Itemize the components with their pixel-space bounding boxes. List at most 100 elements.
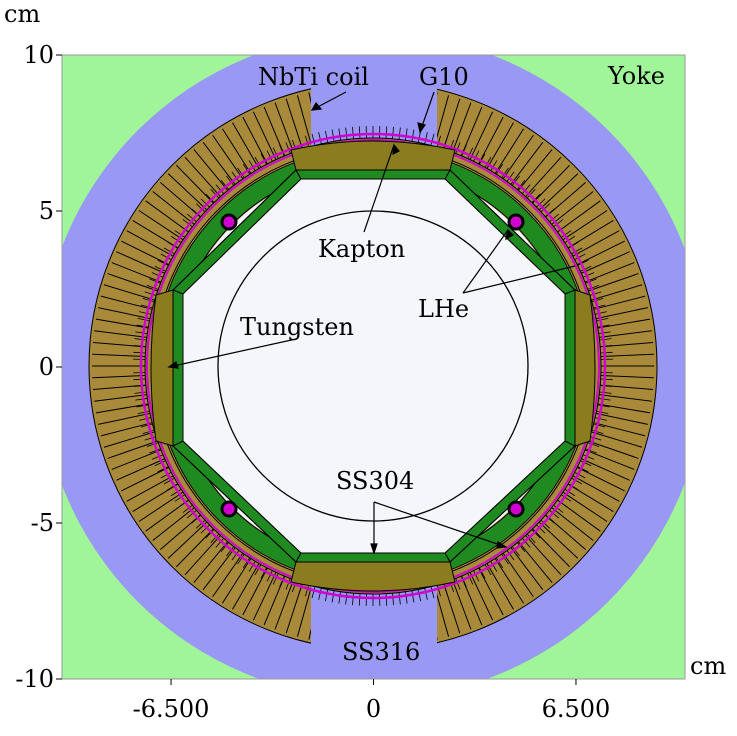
coil-cell-line [263,106,286,157]
coil-inner-cell-line [345,592,348,605]
coil-cell-line [232,122,260,169]
coil-inner-cell-line [191,208,201,217]
coil-cell-line [132,483,179,512]
coil-cell-line [593,422,646,437]
coil-inner-cell-line [133,351,146,354]
coil-inner-cell-line [564,235,576,244]
coil-inner-cell-line [237,553,245,565]
coil-inner-cell-line [545,515,555,524]
coil-inner-cell-line [324,589,329,602]
coil-cell-line [222,558,252,604]
coil-inner-cell-line [455,578,461,590]
coil-inner-cell-line [133,385,146,387]
coil-inner-cell-line [596,317,609,322]
coil-cell-line [103,284,155,301]
annotation-arrows [167,91,576,555]
coil-cell-line [567,220,614,249]
coil-cell-line [296,585,313,637]
coil-inner-cell-line [473,570,480,582]
coil-inner-cell-line [163,247,175,255]
coil-inner-cell-line [600,378,613,381]
coil-inner-cell-line [318,587,322,600]
coil-cell-line [167,173,208,211]
coil-cell-line [159,514,201,550]
coil-cell-line [597,403,651,414]
coil-cell-line [486,563,514,610]
coil-inner-cell-line [174,494,186,502]
coil-inner-cell-line [157,466,169,473]
coil-cell-line [98,307,151,320]
coil-cell-line [274,579,294,630]
label-tungsten: Tungsten [240,313,354,341]
coil-inner-cell-line [461,144,467,157]
coil-cell-line [538,173,579,211]
coil-cell-line [572,475,620,502]
coil-cell-line [588,440,639,459]
coil-cell-line [593,295,646,310]
coil-inner-cell-line [587,284,600,290]
coil-cell-line [567,483,614,512]
coil-inner-cell-line [205,529,215,539]
coil-inner-cell-line [248,561,256,572]
coil-inner-cell-line [467,573,474,585]
axis-tick-labels: 10 5 0 -5 -10 -6.500 0 6.500 [15,41,610,723]
coil-cell-line [581,458,630,481]
coil-inner-cell-line [571,247,583,255]
coil-cell-line [572,230,620,257]
coil-inner-cell-line [151,272,164,278]
coil-inner-cell-line [311,133,316,146]
coil-inner-cell-line [467,147,474,159]
tungsten-segment [150,289,174,447]
coil-inner-cell-line [580,265,592,272]
coil-cell-line [100,422,153,437]
coil-inner-cell-line [220,542,229,553]
coil-inner-cell-line [506,550,515,561]
label-nbti-coil: NbTi coil [258,63,369,91]
coil-cell-line [212,134,244,180]
coil-inner-cell-line [144,436,157,441]
coil-inner-cell-line [200,524,210,534]
coil-inner-cell-line [226,546,235,557]
x-tick-label: 0 [366,695,381,723]
coil-cell-line [212,552,244,598]
coil-cell-line [184,535,221,576]
coil-inner-cell-line [149,448,161,454]
coil-inner-cell-line [557,224,568,233]
coil-inner-cell-line [424,587,428,600]
lhe-pipes [220,213,525,518]
coil-inner-cell-line [540,203,551,213]
coil-inner-cell-line [473,150,480,162]
coil-inner-cell-line [599,338,612,341]
coil-inner-cell-line [587,442,600,448]
label-g10: G10 [419,63,469,91]
coil-inner-cell-line [285,142,291,154]
coil-cell-line [126,475,174,502]
coil-inner-cell-line [511,175,520,186]
coil-inner-cell-line [594,417,607,421]
coil-inner-cell-line [417,589,422,602]
coil-cell-line [121,466,170,492]
coil-cell-line [176,164,214,204]
coil-inner-cell-line [484,156,492,168]
coil-inner-cell-line [560,494,572,502]
coil-cell-line [452,102,472,153]
coil-inner-cell-line [599,391,612,394]
coil-cell-line [159,182,201,218]
coil-inner-cell-line [242,163,251,175]
coil-cell-line [510,547,544,591]
coil-inner-cell-line [331,129,335,142]
coil-cell-line [588,273,639,292]
coil-inner-cell-line [149,278,161,284]
coil-cell-line [98,412,151,425]
coil-inner-cell-line [338,128,341,141]
coil-inner-cell-line [398,127,401,140]
coil-cell-line [600,353,654,357]
coil-inner-cell-line [574,472,586,479]
coil-inner-cell-line [501,553,509,565]
coil-inner-cell-line [549,510,560,519]
coil-cell-line [263,575,286,626]
coil-inner-cell-line [305,584,310,597]
coil-inner-cell-line [140,304,153,309]
coil-inner-cell-line [160,472,172,479]
coil-inner-cell-line [133,345,146,347]
